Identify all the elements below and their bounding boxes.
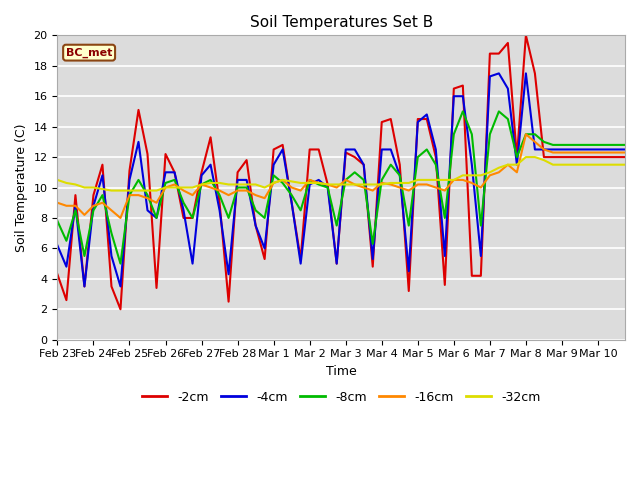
-2cm (378, 119, 385, 125)
-4cm (378, 146, 385, 152)
-4cm (54, 242, 61, 248)
-2cm (621, 154, 629, 160)
-2cm (297, 256, 305, 262)
-8cm (621, 142, 629, 148)
Text: BC_met: BC_met (66, 48, 112, 58)
-4cm (297, 261, 305, 266)
-4cm (495, 71, 502, 76)
-2cm (522, 33, 530, 38)
-8cm (134, 177, 142, 183)
-2cm (54, 271, 61, 277)
-32cm (432, 177, 440, 183)
Line: -32cm: -32cm (58, 157, 625, 191)
-16cm (522, 132, 530, 137)
-4cm (432, 146, 440, 152)
-16cm (423, 181, 431, 187)
-16cm (134, 192, 142, 198)
-32cm (522, 154, 530, 160)
-4cm (621, 146, 629, 152)
-32cm (108, 188, 115, 193)
-16cm (621, 150, 629, 156)
-8cm (432, 162, 440, 168)
-4cm (342, 146, 349, 152)
-16cm (54, 200, 61, 205)
-8cm (116, 261, 124, 266)
-16cm (297, 188, 305, 193)
-2cm (342, 150, 349, 156)
-32cm (54, 177, 61, 183)
-2cm (423, 116, 431, 122)
Line: -8cm: -8cm (58, 111, 625, 264)
-16cm (116, 215, 124, 221)
-16cm (378, 180, 385, 186)
Y-axis label: Soil Temperature (C): Soil Temperature (C) (15, 123, 28, 252)
-16cm (342, 177, 349, 183)
-2cm (432, 154, 440, 160)
-2cm (134, 107, 142, 113)
Line: -4cm: -4cm (58, 73, 625, 287)
-16cm (432, 185, 440, 191)
-32cm (134, 188, 142, 193)
-4cm (423, 111, 431, 117)
-8cm (459, 108, 467, 114)
-32cm (423, 177, 431, 183)
-8cm (297, 207, 305, 213)
Title: Soil Temperatures Set B: Soil Temperatures Set B (250, 15, 433, 30)
-32cm (621, 162, 629, 168)
Line: -2cm: -2cm (58, 36, 625, 309)
-8cm (342, 177, 349, 183)
-32cm (342, 181, 349, 187)
-2cm (116, 306, 124, 312)
-8cm (54, 218, 61, 224)
Legend: -2cm, -4cm, -8cm, -16cm, -32cm: -2cm, -4cm, -8cm, -16cm, -32cm (137, 385, 545, 408)
-4cm (81, 284, 88, 289)
-32cm (378, 181, 385, 187)
-8cm (423, 146, 431, 152)
Line: -16cm: -16cm (58, 134, 625, 218)
-32cm (297, 180, 305, 186)
-4cm (134, 139, 142, 145)
X-axis label: Time: Time (326, 365, 356, 378)
-8cm (378, 177, 385, 183)
